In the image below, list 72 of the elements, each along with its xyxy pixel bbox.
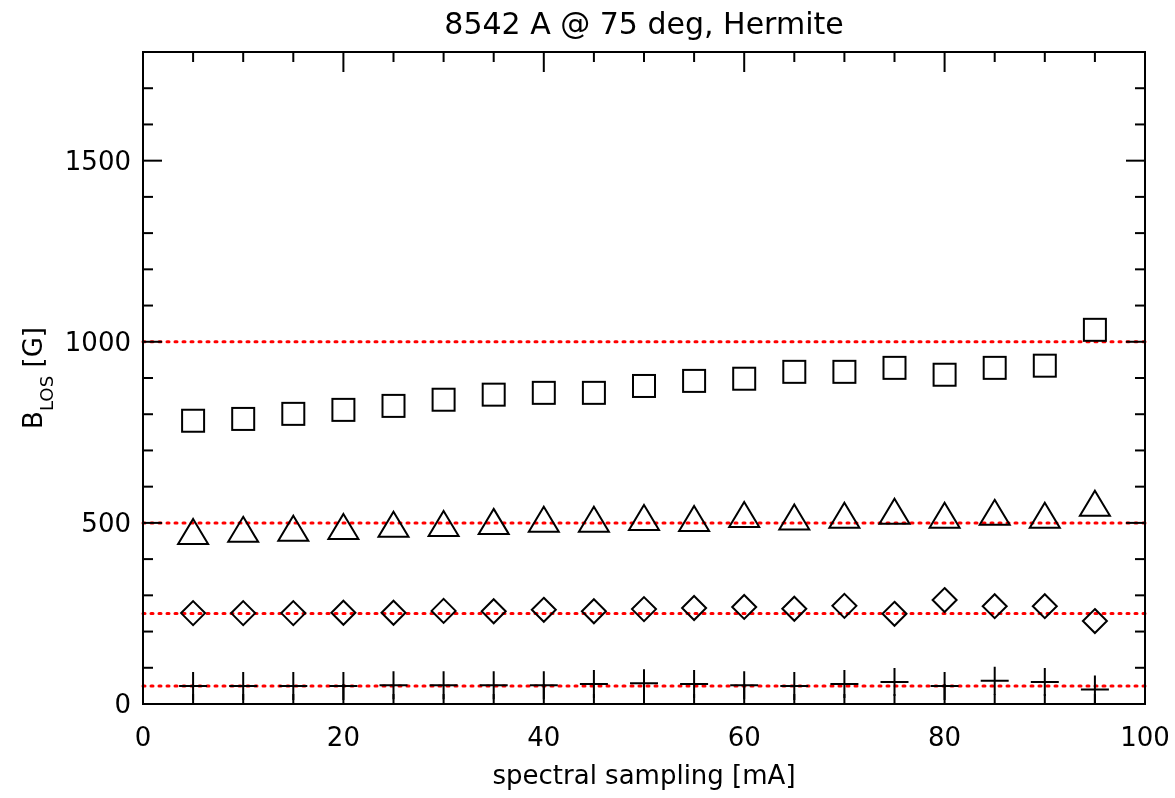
point: [632, 373, 656, 398]
point: [530, 596, 557, 623]
point: [477, 507, 510, 535]
point: [381, 393, 406, 418]
y-tick-label: 0: [114, 689, 131, 719]
point: [778, 503, 811, 531]
point: [581, 380, 606, 405]
point: [1032, 353, 1057, 378]
point: [832, 359, 857, 384]
point: [280, 600, 307, 627]
point: [881, 600, 908, 627]
point: [682, 368, 707, 393]
y-tick-label: 1500: [64, 145, 131, 176]
point: [277, 514, 310, 542]
point: [531, 380, 556, 405]
x-tick-label: 100: [1120, 722, 1170, 752]
point: [177, 518, 210, 546]
point: [782, 359, 807, 384]
point: [181, 408, 206, 433]
point: [928, 501, 961, 529]
x-tick-label: 0: [134, 722, 152, 752]
y-tick-label: 1000: [64, 326, 131, 357]
point: [1028, 501, 1061, 529]
point: [631, 596, 657, 623]
x-tick-label: 20: [326, 722, 360, 752]
point: [981, 593, 1008, 620]
point: [978, 498, 1011, 526]
point: [180, 600, 207, 627]
point: [330, 599, 357, 626]
point: [1082, 317, 1107, 342]
point: [831, 592, 858, 619]
point: [281, 401, 306, 426]
point: [231, 406, 256, 431]
point: [377, 510, 410, 538]
point: [980, 666, 1009, 695]
point: [732, 366, 757, 391]
point: [880, 667, 909, 696]
point: [982, 355, 1007, 380]
point: [580, 598, 607, 625]
point: [327, 512, 360, 540]
chart-title: 8542 A @ 75 deg, Hermite: [444, 6, 844, 41]
point: [380, 599, 407, 626]
point: [681, 595, 708, 622]
point: [728, 501, 761, 529]
point: [1031, 593, 1058, 620]
point: [481, 382, 506, 407]
point: [731, 593, 758, 620]
point: [427, 510, 460, 538]
point: [431, 387, 456, 412]
point: [781, 595, 808, 622]
point: [430, 597, 457, 624]
point: [1081, 608, 1108, 635]
x-tick-label: 60: [727, 722, 761, 752]
point: [931, 587, 958, 614]
point: [932, 362, 957, 387]
point: [1030, 667, 1059, 696]
point: [628, 503, 660, 531]
point: [331, 397, 356, 422]
point: [678, 504, 711, 532]
x-tick-label: 40: [527, 722, 561, 752]
point: [527, 505, 560, 533]
x-axis-title: spectral sampling [mA]: [492, 760, 796, 790]
point: [882, 355, 907, 380]
point: [577, 505, 610, 533]
point: [227, 515, 260, 543]
point: [480, 598, 507, 625]
point: [230, 600, 257, 627]
x-tick-label: 80: [928, 722, 962, 752]
point: [1078, 489, 1111, 517]
y-tick-label: 500: [81, 507, 131, 538]
point: [878, 497, 911, 525]
point: [828, 501, 861, 529]
